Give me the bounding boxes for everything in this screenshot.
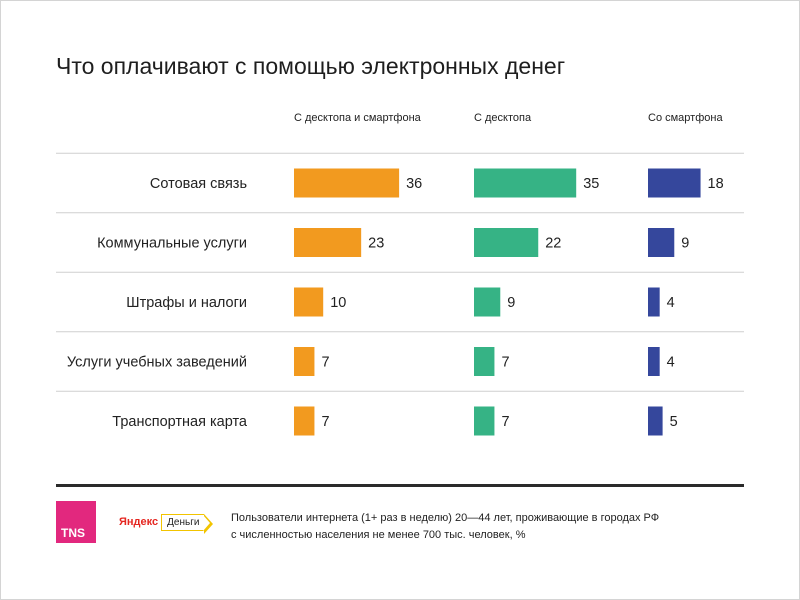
yandex-brand: Яндекс	[119, 516, 159, 528]
value-label-1-0: 35	[583, 176, 599, 192]
yandex-money-tag: Деньги	[161, 513, 214, 534]
category-label-2: Штрафы и налоги	[126, 295, 247, 311]
category-label-3: Услуги учебных заведений	[67, 355, 247, 371]
value-label-1-3: 7	[501, 355, 509, 371]
yandex-money-logo: Яндекс Деньги	[119, 513, 214, 534]
bar-2-3	[648, 347, 660, 376]
value-label-2-3: 4	[667, 355, 675, 371]
bar-2-2	[648, 287, 660, 317]
chart-title: Что оплачивают с помощью электронных ден…	[56, 53, 566, 79]
bar-1-0	[474, 168, 577, 198]
category-label-1: Коммунальные услуги	[97, 236, 247, 252]
footnote-line-2: с численностью населения не менее 700 ты…	[231, 529, 526, 541]
bar-0-2	[294, 287, 324, 317]
bar-0-1	[294, 228, 362, 257]
value-label-1-4: 7	[501, 414, 509, 430]
bar-2-0	[648, 168, 701, 198]
bar-0-4	[294, 406, 315, 436]
bar-1-3	[474, 347, 495, 376]
category-label-0: Сотовая связь	[150, 176, 247, 192]
bar-1-4	[474, 406, 495, 436]
value-label-2-1: 9	[681, 236, 689, 252]
value-label-2-4: 5	[670, 414, 678, 430]
bar-0-3	[294, 347, 315, 376]
bar-2-4	[648, 406, 663, 436]
bar-1-2	[474, 287, 501, 317]
series-header-desktop: С десктопа	[474, 112, 532, 124]
tns-logo: TNS	[56, 501, 96, 543]
bar-1-1	[474, 228, 539, 257]
value-label-0-2: 10	[330, 295, 346, 311]
value-label-2-2: 4	[667, 295, 675, 311]
value-label-0-4: 7	[321, 414, 329, 430]
value-label-0-0: 36	[406, 176, 422, 192]
footnote: Пользователи интернета (1+ раз в неделю)…	[231, 510, 659, 544]
value-label-0-1: 23	[368, 236, 384, 252]
footnote-line-1: Пользователи интернета (1+ раз в неделю)…	[231, 512, 660, 524]
value-label-0-3: 7	[321, 355, 329, 371]
value-label-1-2: 9	[507, 295, 515, 311]
bar-0-0	[294, 168, 400, 198]
series-header-desktop-and-smartphone: С десктопа и смартфона	[294, 112, 421, 124]
category-label-4: Транспортная карта	[112, 414, 248, 430]
series-header-smartphone: Со смартфона	[648, 112, 723, 124]
value-label-1-1: 22	[545, 236, 561, 252]
tns-logo-text: TNS	[61, 526, 85, 540]
bottom-rule	[56, 484, 744, 487]
bar-2-1	[648, 228, 675, 257]
value-label-2-0: 18	[708, 176, 724, 192]
